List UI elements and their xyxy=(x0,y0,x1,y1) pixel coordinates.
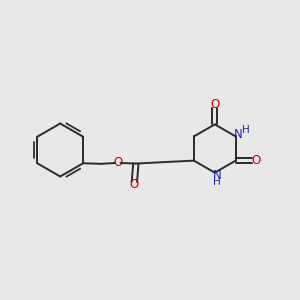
Text: N: N xyxy=(213,169,221,182)
Text: O: O xyxy=(130,178,139,191)
Text: O: O xyxy=(113,157,122,169)
Text: H: H xyxy=(213,177,221,188)
Text: O: O xyxy=(251,154,260,167)
Text: O: O xyxy=(210,98,219,111)
Text: H: H xyxy=(242,125,249,135)
Text: N: N xyxy=(234,128,243,142)
